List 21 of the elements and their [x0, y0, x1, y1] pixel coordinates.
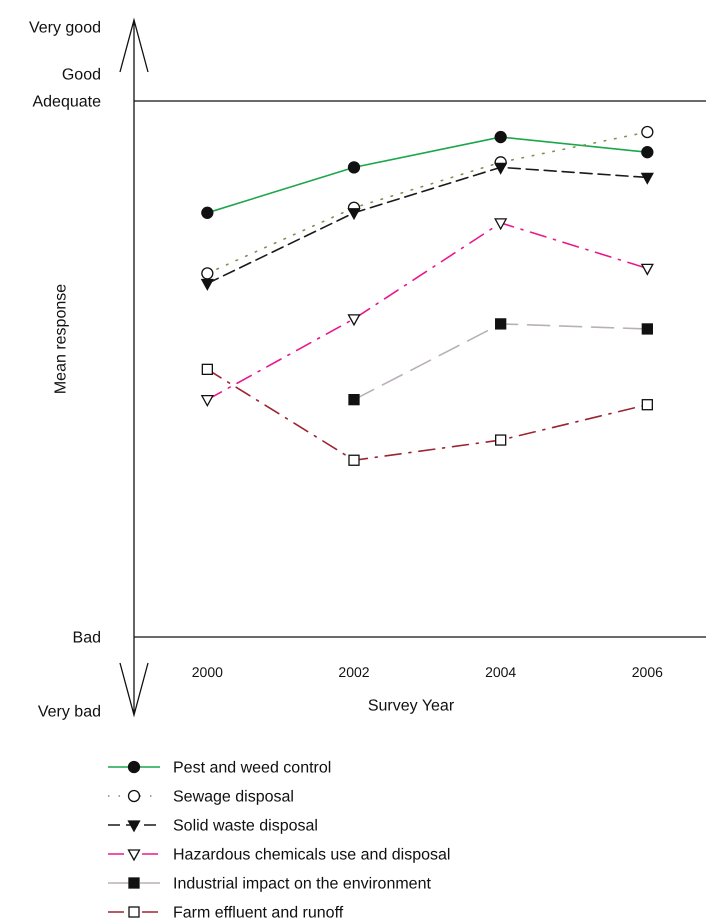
x-axis-title: Survey Year	[368, 698, 455, 715]
text: Good	[62, 66, 101, 84]
y-axis-title: Mean response	[52, 284, 70, 394]
legend-label: Sewage disposal	[173, 788, 294, 806]
text: Very bad	[38, 704, 101, 721]
text: Very good	[28, 20, 101, 37]
x-tick-label: 2000	[192, 664, 224, 680]
point	[641, 172, 654, 184]
x-tick-label: 2004	[485, 664, 516, 680]
legend-label: Industrial impact on the environment	[173, 876, 432, 893]
point	[494, 162, 507, 174]
x-tick-label: 2002	[338, 664, 370, 680]
legend-label: Pest and weed control	[173, 760, 332, 777]
text: Adequate	[32, 94, 102, 111]
point	[348, 208, 360, 220]
x-tick-label: 2006	[632, 664, 664, 680]
text: Bad	[72, 630, 101, 647]
legend-label: Farm effluent and runoff	[173, 904, 344, 920]
point	[201, 278, 214, 290]
legend-label: Hazardous chemicals use and disposal	[173, 846, 450, 864]
legend-label: Solid waste disposal	[173, 818, 318, 835]
